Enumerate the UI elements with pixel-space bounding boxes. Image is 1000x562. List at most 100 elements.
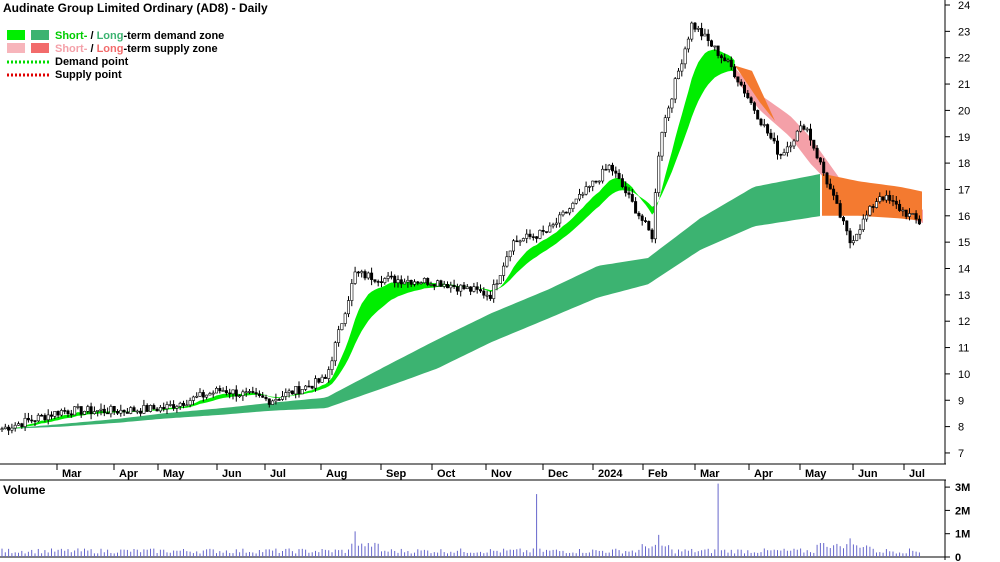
candle-body (122, 409, 126, 413)
candle-body (313, 378, 317, 389)
candle-body (759, 118, 763, 126)
candle-body (587, 186, 591, 188)
candle-body (106, 412, 110, 415)
candle-body (772, 137, 776, 142)
candle-body (564, 211, 568, 214)
candle-body (736, 76, 740, 83)
candle-body (406, 279, 410, 283)
candle-body (436, 280, 440, 287)
candles-layer (0, 21, 921, 436)
candle-body (607, 164, 611, 170)
candle-body (238, 395, 242, 397)
candle-body (129, 407, 133, 414)
candle-body (168, 404, 172, 406)
candle-body (667, 107, 671, 119)
candle-body (782, 152, 786, 156)
candle-body (538, 230, 542, 239)
y-tick-label: 19 (958, 132, 970, 144)
candle-body (419, 282, 423, 285)
candle-body (132, 407, 136, 412)
candle-body (149, 405, 153, 412)
candle-body (353, 271, 357, 284)
candle-body (277, 399, 281, 401)
candle-body (241, 391, 245, 396)
candle-body (429, 284, 433, 286)
candle-body (610, 164, 614, 172)
x-tick-label: May (805, 468, 827, 480)
candle-body (350, 283, 354, 301)
candle-body (363, 271, 367, 279)
candle-body (508, 250, 512, 258)
candle-body (73, 406, 77, 416)
candle-body (86, 406, 90, 412)
candle-body (208, 393, 212, 396)
y-tick-label: 20 (958, 105, 970, 117)
candle-body (898, 203, 902, 211)
candle-body (676, 70, 680, 79)
candle-body (650, 229, 654, 240)
candle-body (445, 284, 449, 289)
candle-body (832, 188, 836, 196)
candle-body (855, 233, 859, 241)
candle-body (379, 281, 383, 283)
candle-body (92, 411, 96, 414)
candle-body (785, 146, 789, 153)
candle-body (881, 196, 885, 201)
candle-body (211, 392, 215, 395)
candle-body (482, 290, 486, 296)
candle-body (792, 140, 796, 147)
x-axis-ticks: Mar Apr May Jun Jul Aug Sep Oct Nov Dec 2024 Feb Mar… (56, 464, 925, 480)
candle-body (248, 391, 252, 393)
candle-body (630, 194, 634, 202)
candle-body (53, 411, 57, 417)
candle-body (191, 396, 195, 401)
legend-supply-zone: Short- / Long-term supply zone (55, 43, 218, 55)
candle-body (3, 426, 7, 430)
candle-body (884, 195, 888, 201)
candle-body (838, 203, 842, 218)
candle-body (851, 240, 855, 244)
candle-body (297, 386, 301, 395)
candle-body (749, 97, 753, 104)
y-tick-label: 16 (958, 211, 970, 223)
candle-body (7, 426, 11, 431)
candle-body (541, 230, 545, 232)
candle-body (125, 411, 129, 414)
candle-body (221, 390, 225, 392)
candle-body (472, 286, 476, 292)
candle-body (799, 125, 803, 132)
candle-body (360, 271, 364, 274)
candle-body (766, 124, 770, 134)
candle-body (162, 407, 166, 410)
candle-body (426, 278, 430, 285)
long-term-supply-zone (822, 173, 922, 221)
candle-body (264, 397, 268, 400)
y-tick-label: 18 (958, 158, 970, 170)
candle-body (370, 272, 374, 280)
candle-body (356, 271, 360, 274)
candle-body (478, 289, 482, 292)
candle-body (0, 428, 4, 431)
candle-body (333, 342, 337, 362)
candle-body (188, 400, 192, 406)
candle-body (43, 415, 47, 421)
zones-layer (0, 49, 923, 430)
volume-bars (1, 483, 920, 557)
candle-body (858, 229, 862, 235)
candle-body (116, 410, 120, 414)
long-term-demand-zone (0, 174, 820, 430)
candle-body (775, 140, 779, 155)
candle-body (271, 400, 275, 405)
candle-body (409, 279, 413, 285)
x-tick-label: Jun (858, 468, 878, 480)
candle-body (485, 294, 489, 297)
candle-body (802, 125, 806, 130)
candle-body (617, 172, 621, 179)
candle-body (620, 178, 624, 188)
candle-body (320, 376, 324, 383)
candle-body (393, 275, 397, 284)
candle-body (700, 27, 704, 37)
candle-body (815, 147, 819, 159)
candle-body (515, 240, 519, 243)
